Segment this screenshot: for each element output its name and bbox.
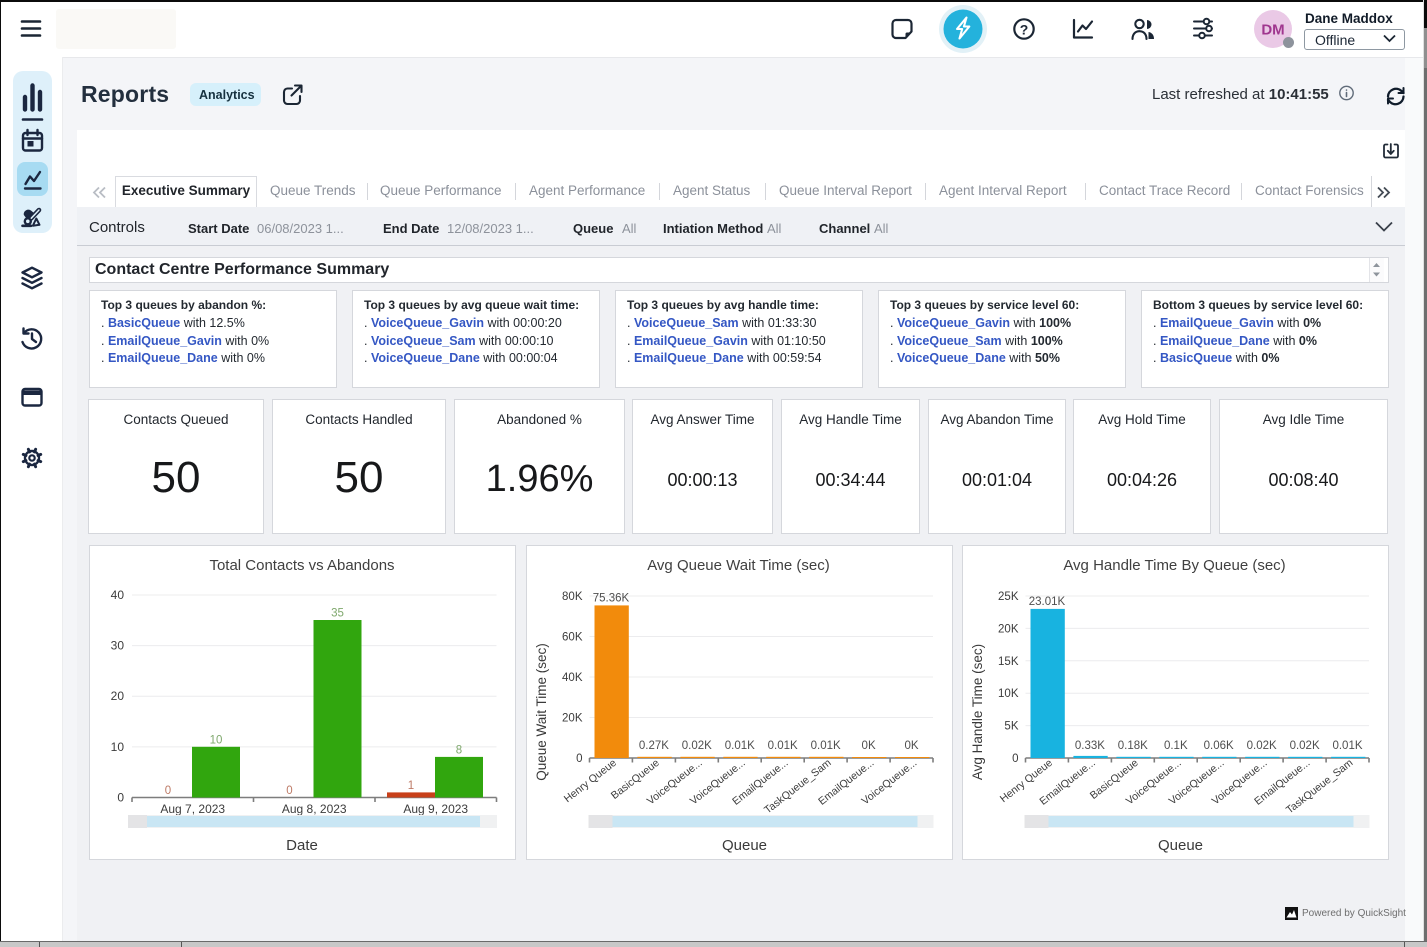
- svg-text:DM: DM: [1261, 22, 1284, 39]
- svg-text:Aug 7, 2023: Aug 7, 2023: [160, 802, 225, 816]
- svg-text:30: 30: [111, 639, 125, 653]
- svg-text:0: 0: [576, 753, 582, 765]
- svg-text:10: 10: [111, 740, 125, 754]
- svg-text:20: 20: [111, 689, 125, 703]
- svg-text:1: 1: [408, 780, 414, 792]
- svg-text:Avg Handle Time (sec): Avg Handle Time (sec): [970, 644, 985, 780]
- svg-text:0.01K: 0.01K: [1332, 740, 1362, 752]
- svg-text:25K: 25K: [998, 591, 1019, 603]
- svg-text:20K: 20K: [562, 713, 583, 725]
- svg-text:15K: 15K: [998, 656, 1019, 668]
- svg-text:0.02K: 0.02K: [1290, 740, 1320, 752]
- svg-text:0K: 0K: [904, 740, 918, 752]
- svg-text:0.27K: 0.27K: [639, 740, 669, 752]
- svg-text:20K: 20K: [998, 623, 1019, 635]
- svg-text:0: 0: [165, 785, 171, 797]
- svg-text:0.02K: 0.02K: [682, 740, 712, 752]
- svg-text:75.36K: 75.36K: [593, 592, 630, 604]
- svg-text:0.02K: 0.02K: [1247, 740, 1277, 752]
- svg-text:10K: 10K: [998, 688, 1019, 700]
- svg-text:Aug 9, 2023: Aug 9, 2023: [403, 802, 468, 816]
- svg-text:0.1K: 0.1K: [1164, 740, 1188, 752]
- svg-text:Total Contacts vs Abandons: Total Contacts vs Abandons: [209, 557, 394, 574]
- svg-text:5K: 5K: [1004, 721, 1018, 733]
- svg-text:60K: 60K: [562, 632, 583, 644]
- svg-text:0K: 0K: [862, 740, 876, 752]
- svg-text:Queue: Queue: [722, 837, 767, 854]
- svg-text:40: 40: [111, 588, 125, 602]
- svg-text:0: 0: [1012, 753, 1018, 765]
- svg-text:0.01K: 0.01K: [811, 740, 841, 752]
- svg-text:0.18K: 0.18K: [1118, 740, 1148, 752]
- svg-text:40K: 40K: [562, 672, 583, 684]
- svg-text:Date: Date: [286, 837, 318, 854]
- svg-text:23.01K: 23.01K: [1029, 596, 1066, 608]
- svg-text:Queue: Queue: [1158, 837, 1203, 854]
- svg-text:Queue Wait Time (sec): Queue Wait Time (sec): [534, 643, 549, 781]
- svg-text:10: 10: [210, 734, 223, 746]
- svg-text:0: 0: [117, 791, 124, 805]
- svg-text:0.01K: 0.01K: [725, 740, 755, 752]
- svg-text:Henry Queue: Henry Queue: [562, 757, 619, 805]
- svg-text:80K: 80K: [562, 591, 583, 603]
- svg-text:0: 0: [286, 785, 292, 797]
- svg-text:0.33K: 0.33K: [1075, 740, 1105, 752]
- svg-text:0.01K: 0.01K: [768, 740, 798, 752]
- svg-text:Avg Queue Wait Time (sec): Avg Queue Wait Time (sec): [647, 557, 830, 574]
- svg-text:35: 35: [331, 608, 344, 620]
- svg-text:8: 8: [456, 744, 462, 756]
- svg-text:Avg Handle Time By Queue (sec): Avg Handle Time By Queue (sec): [1063, 557, 1285, 574]
- svg-text:0.06K: 0.06K: [1204, 740, 1234, 752]
- svg-text:?: ?: [1020, 22, 1029, 38]
- svg-text:Aug 8, 2023: Aug 8, 2023: [282, 802, 347, 816]
